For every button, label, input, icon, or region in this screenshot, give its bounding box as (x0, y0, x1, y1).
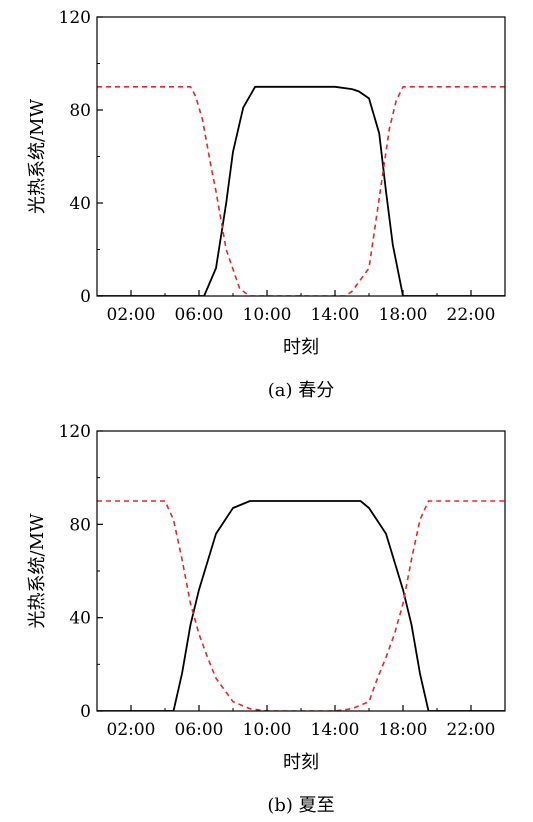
series-line-dashed (97, 500, 505, 711)
series-line-solid (97, 85, 505, 296)
x-tick-label: 14:00 (311, 720, 360, 740)
x-tick-label: 02:00 (107, 720, 156, 740)
series-line-solid (97, 500, 505, 711)
y-axis-label: 光热系统/MW (27, 513, 48, 628)
x-tick-label: 22:00 (447, 720, 496, 740)
x-tick-label: 10:00 (243, 305, 292, 325)
x-tick-label: 14:00 (311, 305, 360, 325)
x-tick-label: 06:00 (175, 720, 224, 740)
y-tick-label: 40 (69, 194, 91, 214)
x-tick-label: 02:00 (107, 305, 156, 325)
chart-2: 0 40 80 120 02:00 06:00 10:00 14:00 18:00 22:00 时刻… (27, 422, 506, 816)
panel-caption: (b) 夏至 (267, 795, 334, 816)
x-tick-label: 10:00 (243, 720, 292, 740)
x-axis-label: 时刻 (283, 337, 319, 358)
chart-1: 0 40 80 120 02:00 06:00 10:00 14:00 18:00 22:00 时刻… (27, 8, 506, 401)
x-tick-label: 18:00 (379, 720, 428, 740)
y-tick-label: 80 (69, 515, 91, 535)
y-tick-label: 80 (69, 101, 91, 121)
x-tick-label: 06:00 (175, 305, 224, 325)
series-line-dashed (97, 86, 505, 296)
y-tick-label: 0 (80, 287, 91, 307)
plot-frame (96, 16, 506, 297)
y-axis-label: 光热系统/MW (27, 99, 48, 214)
y-tick-label: 0 (80, 702, 91, 722)
panel-caption: (a) 春分 (268, 380, 335, 401)
y-tick-label: 120 (59, 8, 91, 28)
x-axis-label: 时刻 (283, 752, 319, 773)
plot-frame (96, 430, 506, 712)
y-tick-label: 120 (59, 422, 91, 442)
x-tick-label: 22:00 (447, 305, 496, 325)
y-tick-label: 40 (69, 609, 91, 629)
x-tick-label: 18:00 (379, 305, 428, 325)
